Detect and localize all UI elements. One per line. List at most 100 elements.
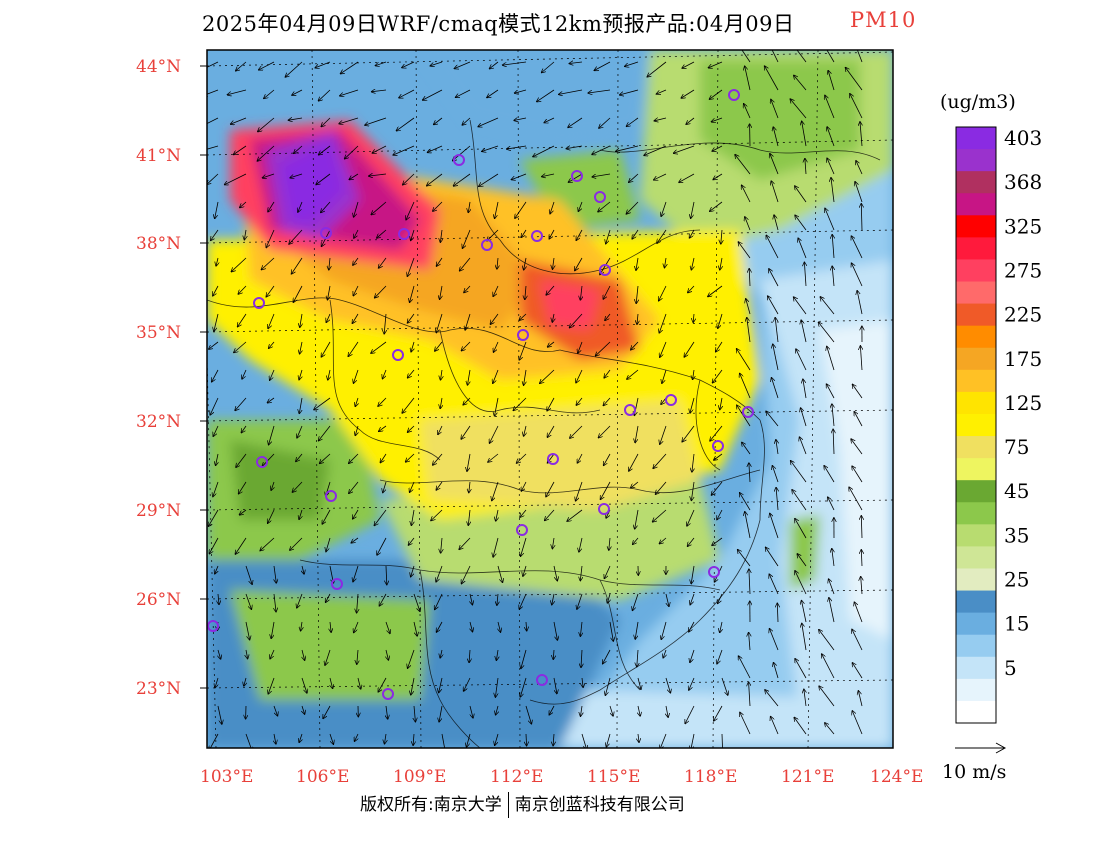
wind-arrow (316, 173, 331, 185)
wind-arrow (714, 453, 723, 460)
wind-arrow (740, 493, 751, 511)
wind-arrow (403, 173, 415, 185)
legend-swatch (956, 413, 996, 437)
wind-arrow (766, 547, 779, 567)
wind-arrow (797, 554, 807, 567)
wind-arrow (213, 285, 219, 296)
wind-arrow (462, 117, 471, 125)
wind-arrow (693, 369, 694, 379)
legend-label: 275 (1004, 258, 1042, 282)
wind-arrow (801, 408, 807, 427)
wind-arrow (245, 621, 250, 640)
wind-arrow (594, 61, 611, 70)
wind-arrow (607, 593, 610, 603)
wind-arrow (693, 313, 694, 322)
wind-arrow (666, 705, 668, 717)
wind-arrow (437, 621, 443, 632)
wind-arrow (268, 397, 275, 403)
wind-arrow (570, 425, 583, 438)
wind-arrow (497, 565, 503, 582)
wind-arrow (463, 397, 471, 405)
wind-arrow (687, 509, 695, 526)
wind-arrow (691, 481, 695, 500)
wind-arrow (620, 89, 639, 95)
wind-arrow (653, 453, 667, 468)
wind-arrow (691, 565, 695, 584)
wind-arrow (235, 537, 247, 554)
wind-arrow (353, 509, 359, 519)
wind-arrow (827, 384, 835, 399)
wind-arrow (493, 537, 499, 557)
wind-arrow (525, 705, 531, 724)
wind-arrow (326, 537, 331, 552)
wind-arrow (513, 397, 527, 410)
wind-arrow (437, 257, 443, 266)
wind-arrow (263, 173, 275, 178)
lat-label-35: 35°N (136, 323, 181, 343)
wind-arrow (490, 61, 499, 69)
wind-arrow (819, 322, 835, 343)
wind-arrow (299, 509, 302, 519)
wind-arrow (453, 145, 471, 161)
legend-swatch (956, 347, 996, 371)
wind-arrow (802, 121, 807, 147)
wind-arrow (776, 440, 778, 455)
lat-label-44: 44°N (136, 57, 181, 77)
legend-swatch (956, 480, 996, 503)
city-markers (207, 89, 754, 700)
wind-arrow (712, 537, 723, 545)
wind-arrow (852, 466, 863, 483)
wind-arrow (514, 118, 527, 120)
wind-arrow (745, 66, 751, 91)
wind-arrow (302, 705, 305, 714)
wind-arrow (433, 201, 443, 211)
wind-arrow (468, 369, 471, 385)
wind-arrow (372, 90, 387, 92)
wind-arrow (495, 201, 499, 218)
wind-arrow (355, 425, 358, 435)
legend-swatch (956, 502, 996, 525)
wind-arrow (487, 229, 499, 241)
wind-arrow (386, 565, 387, 585)
wind-arrow (402, 61, 415, 68)
wind-arrow (273, 705, 278, 716)
wind-arrow (860, 122, 862, 147)
wind-arrow (766, 235, 779, 259)
wind-arrow (771, 717, 779, 735)
wind-arrow (493, 285, 499, 296)
wind-arrow (269, 425, 275, 445)
wind-arrow (296, 453, 303, 461)
wind-arrow (340, 89, 359, 96)
wind-arrow (241, 425, 247, 433)
credit-separator (507, 792, 509, 818)
credit-company: 南京创蓝科技有限公司 (514, 795, 685, 815)
wind-arrow (832, 404, 834, 427)
wind-arrow (749, 463, 750, 483)
wind-arrow (414, 705, 415, 722)
wind-arrow (861, 204, 862, 231)
wind-arrow (262, 453, 275, 466)
wind-arrow (660, 537, 667, 544)
wind-arrow (464, 677, 471, 691)
legend-swatch (956, 215, 996, 238)
wind-arrow (208, 509, 219, 526)
wind-arrow (258, 117, 275, 132)
wind-arrow (851, 236, 863, 259)
wind-arrow (490, 313, 499, 324)
wind-arrow (349, 481, 359, 493)
wind-arrow (822, 654, 835, 679)
wind-arrow (861, 550, 862, 567)
legend-swatch (956, 458, 996, 481)
wind-arrow (519, 593, 527, 609)
wind-arrow (353, 285, 359, 296)
wind-arrow (329, 257, 330, 270)
latitude-axis: 44°N 41°N 38°N 35°N 32°N 29°N 26°N 23°N (136, 57, 207, 699)
wind-arrow (795, 571, 807, 595)
wind-arrow (547, 397, 555, 411)
wind-arrow (576, 229, 583, 240)
wind-arrow (542, 174, 555, 177)
wind-arrow (406, 201, 415, 220)
wind-arrow (293, 285, 303, 302)
pollutant-label: PM10 (850, 8, 917, 32)
wind-arrow (657, 89, 667, 94)
